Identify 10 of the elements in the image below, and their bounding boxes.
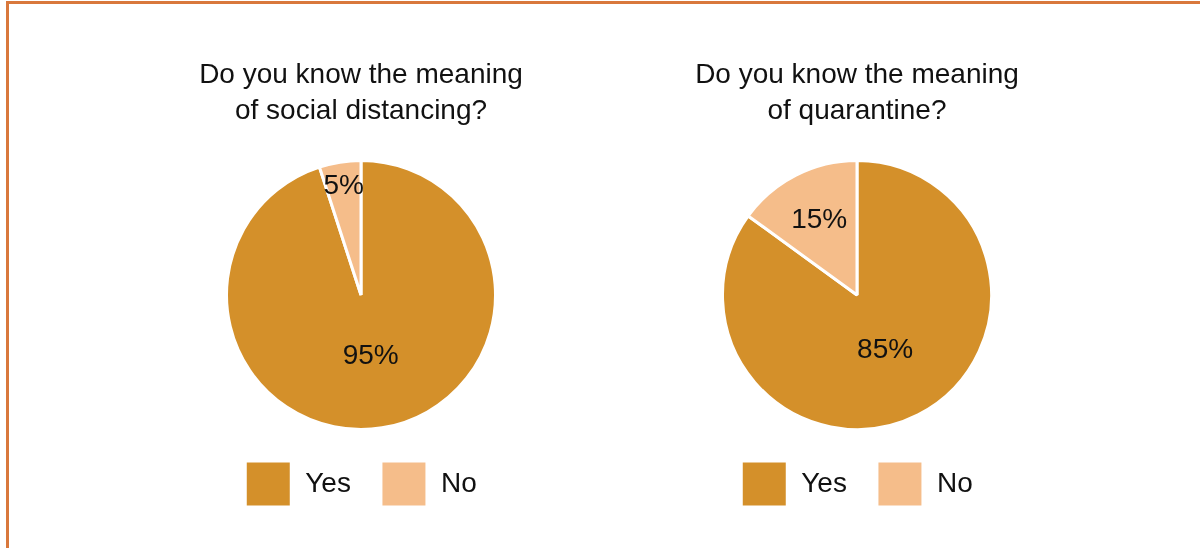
- data-label: 95%: [342, 338, 399, 370]
- chart-title: Do you know the meaning of social distancing?: [198, 57, 524, 127]
- data-label: 5%: [323, 168, 364, 200]
- legend-label: No: [440, 466, 477, 498]
- legend-label: Yes: [801, 466, 847, 498]
- chart-title: Do you know the meaning of quarantine?: [694, 57, 1020, 127]
- data-label: 85%: [857, 332, 914, 364]
- legend-label: No: [936, 466, 973, 498]
- data-label: 15%: [791, 203, 848, 235]
- legend-label: Yes: [305, 466, 351, 498]
